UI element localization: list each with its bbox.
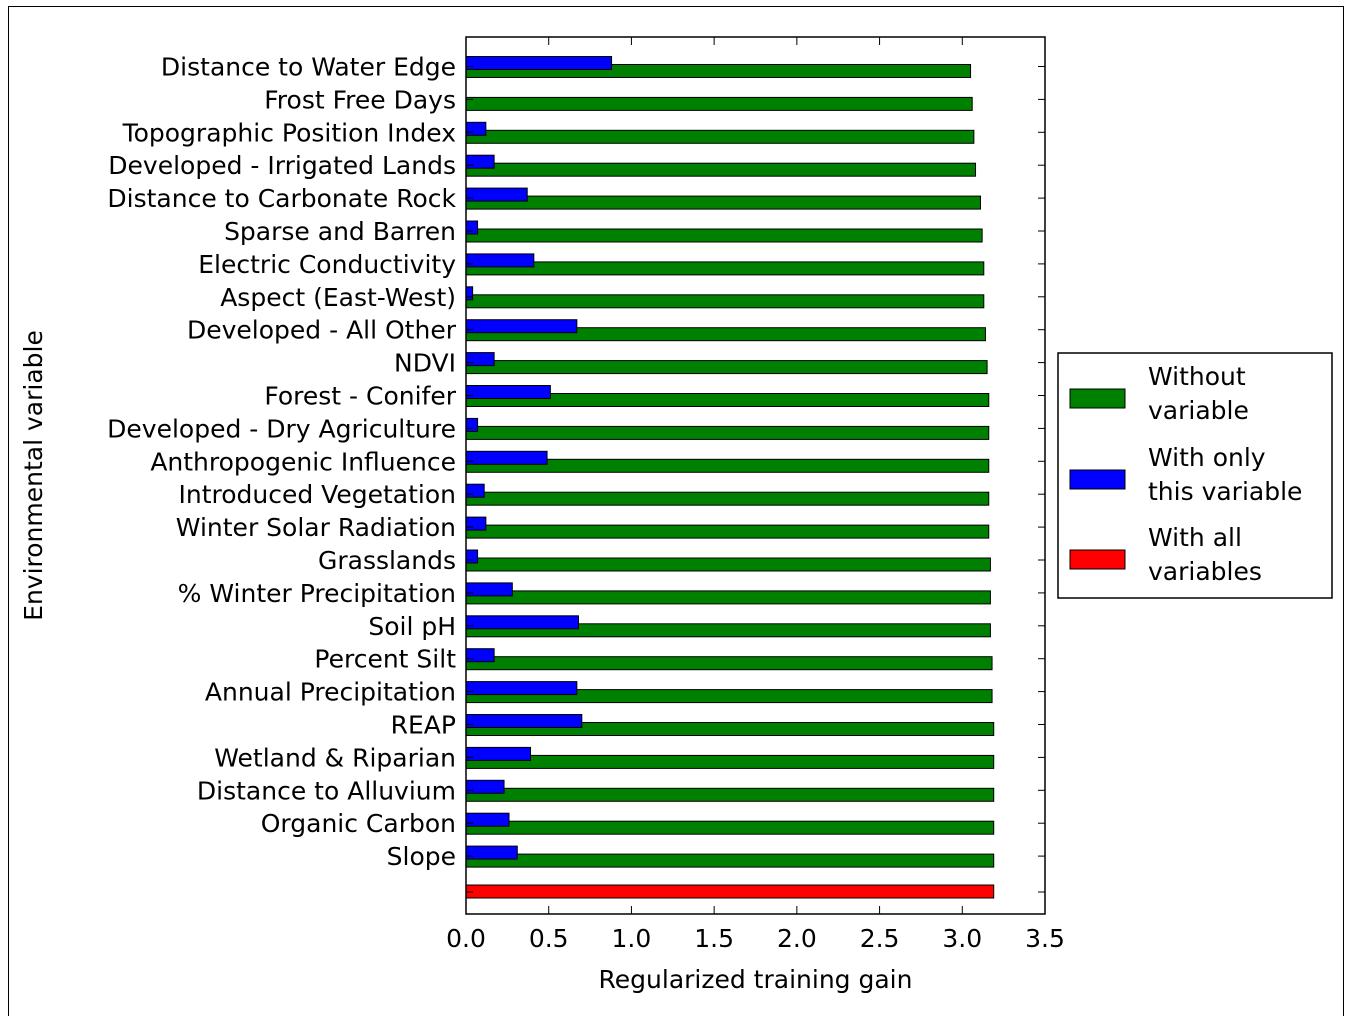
category-label: Grasslands [318,546,456,575]
legend-label: variable [1148,396,1249,425]
bar-without-variable [465,294,985,309]
bar-without-variable [465,557,991,572]
category-label: Soil pH [368,612,456,641]
bar-without-variable [465,754,995,769]
x-tick-label: 2.0 [777,924,817,953]
x-tick-label: 0.0 [446,924,486,953]
ticks-layer: 0.0 0.5 1.0 1.5 2.0 2.5 3.0 3.5 [446,37,1065,953]
bar-without-variable [465,162,977,177]
bar-with-only-variable [465,385,551,399]
bar-without-variable [465,360,988,375]
bar-with-only-variable [465,812,510,827]
bar-with-only-variable [465,417,479,432]
bar-with-only-variable [465,779,505,794]
category-label: Distance to Alluvium [197,776,456,805]
category-label: Anthropogenic Influence [150,447,456,476]
y-axis-label: Environmental variable [19,330,48,621]
category-label: Sparse and Barren [224,217,456,246]
bar-with-only-variable [465,56,613,70]
category-label: REAP [391,711,456,740]
x-tick-label: 3.5 [1025,924,1065,953]
bar-with-only-variable [465,154,495,169]
bar-with-only-variable [465,746,532,761]
figure-border [8,6,1344,1016]
legend-label: this variable [1148,477,1302,506]
bar-without-variable [465,261,985,276]
bar-without-variable [465,491,990,506]
category-label: Developed - All Other [187,316,457,345]
bar-without-variable [465,853,995,868]
category-label: Winter Solar Radiation [176,513,456,542]
category-label: Slope [387,842,456,871]
bar-with-only-variable [465,187,528,202]
category-label: Distance to Carbonate Rock [107,184,456,213]
bar-with-all-variables [465,884,995,899]
bar-with-only-variable [465,352,495,367]
category-label: Topographic Position Index [122,118,456,147]
category-label: Introduced Vegetation [178,480,456,509]
x-tick-label: 1.5 [694,924,734,953]
legend-swatch [1069,549,1126,570]
category-label: Distance to Water Edge [161,53,456,82]
bar-with-only-variable [465,253,535,268]
category-label: Forest - Conifer [264,382,456,411]
bar-without-variable [465,96,973,111]
bar-with-only-variable [465,845,518,860]
bar-without-variable [465,590,991,605]
bar-without-variable [465,820,995,835]
legend: Without variable With only this variable Wit… [1057,352,1333,599]
bar-without-variable [465,195,981,210]
x-axis-label: Regularized training gain [599,965,913,994]
category-labels-layer: Distance to Water Edge Frost Free Days Top… [107,53,457,872]
bar-with-only-variable [465,220,479,235]
category-label: Developed - Irrigated Lands [108,151,456,180]
bar-with-only-variable [465,286,474,301]
legend-swatch [1069,388,1126,409]
bar-without-variable [465,524,990,539]
bar-with-only-variable [465,121,487,136]
category-label: NDVI [394,349,456,378]
category-label: Developed - Dry Agriculture [107,414,456,443]
category-label: Organic Carbon [261,809,456,838]
x-tick-label: 1.0 [612,924,652,953]
category-label: Percent Silt [314,645,456,674]
bar-with-only-variable [465,516,487,531]
bar-with-only-variable [465,615,579,630]
bar-without-variable [465,787,995,802]
bar-with-only-variable [465,483,485,498]
category-label: Wetland & Riparian [214,743,456,772]
x-tick-label: 3.0 [942,924,982,953]
legend-label: variables [1148,557,1262,586]
category-label: Frost Free Days [264,85,456,114]
bar-with-only-variable [465,648,495,663]
bar-with-only-variable [465,319,578,334]
x-tick-label: 2.5 [860,924,900,953]
category-label: Annual Precipitation [205,678,456,707]
bar-with-only-variable [465,582,513,597]
bar-with-only-variable [465,549,479,564]
category-label: % Winter Precipitation [178,579,456,608]
legend-label: With all [1148,523,1242,552]
legend-swatch [1069,469,1126,490]
category-label: Electric Conductivity [198,250,456,279]
category-label: Aspect (East-West) [220,283,456,312]
x-tick-label: 0.5 [529,924,569,953]
bars-layer [465,56,995,899]
legend-label: Without [1148,362,1246,391]
plot-frame [465,36,1046,915]
bar-with-only-variable [465,450,548,465]
bar-without-variable [465,228,983,243]
bar-without-variable [465,129,975,144]
bar-without-variable [465,425,990,440]
bar-with-only-variable [465,681,578,696]
bar-without-variable [465,656,993,671]
bar-with-only-variable [465,714,583,728]
legend-label: With only [1148,443,1266,472]
